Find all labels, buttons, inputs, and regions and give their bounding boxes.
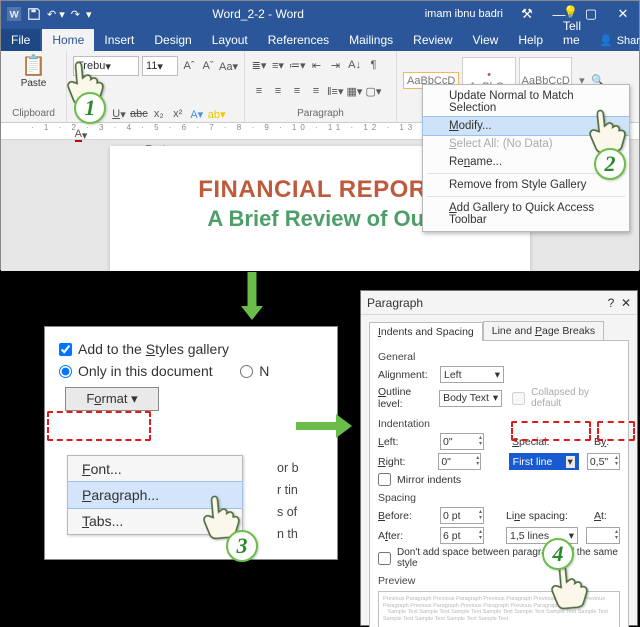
font-size-select[interactable]: 11 ▾ <box>142 56 178 76</box>
format-button[interactable]: Format ▾ <box>65 387 159 411</box>
add-to-gallery-checkbox[interactable]: Add to the Styles gallery <box>59 341 323 357</box>
outline-label: Outline level: <box>378 386 435 410</box>
after-spin[interactable]: 6 pt <box>440 527 484 544</box>
tab-tellme[interactable]: 💡 Tell me <box>553 1 591 51</box>
dialog-help-icon[interactable]: ? <box>608 296 615 310</box>
highlight-format <box>47 411 151 441</box>
section-general: General <box>378 351 620 363</box>
word-icon: W <box>7 7 21 21</box>
undo-icon[interactable]: ↶ ▾ <box>47 8 65 21</box>
special-label: Special: <box>512 436 556 448</box>
multilevel-icon[interactable]: ≔▾ <box>289 56 306 74</box>
group-clipboard: Clipboard <box>7 108 60 122</box>
before-label: Before: <box>378 510 436 522</box>
title-bar: W ↶ ▾ ↷ ▾ Word_2-2 - Word imam ibnu badr… <box>1 1 639 27</box>
callout-4: 4 <box>542 538 574 570</box>
by-label: By: <box>594 436 620 448</box>
save-icon[interactable] <box>27 7 41 21</box>
indent-left-label: Left: <box>378 436 436 448</box>
arrow-right <box>296 420 352 432</box>
alignment-select[interactable]: Left▾ <box>440 366 504 383</box>
tab-line-page-breaks[interactable]: Line and Page Breaks <box>483 321 604 340</box>
sort-icon[interactable]: A↓ <box>347 56 363 74</box>
align-left-icon[interactable]: ≡ <box>251 82 267 100</box>
cropped-text: or br tins ofn th <box>277 457 337 545</box>
user-name[interactable]: imam ibnu badri <box>425 8 503 20</box>
tab-design[interactable]: Design <box>144 29 201 51</box>
outline-select[interactable]: Body Text▾ <box>439 390 502 407</box>
share-button[interactable]: 👤 Share <box>591 30 640 51</box>
after-label: After: <box>378 530 436 542</box>
paste-button[interactable]: 📋 <box>21 53 46 78</box>
arrow-down <box>240 272 264 320</box>
callout-3: 3 <box>226 530 258 562</box>
window-title: Word_2-2 - Word <box>92 7 425 21</box>
svg-text:W: W <box>10 10 20 21</box>
line-spacing-label: Line spacing: <box>506 510 568 522</box>
highlight-icon[interactable]: ab▾ <box>208 105 226 123</box>
superscript-icon[interactable]: x² <box>170 105 186 123</box>
tab-home[interactable]: Home <box>42 29 94 51</box>
tab-review[interactable]: Review <box>403 29 462 51</box>
line-spacing-icon[interactable]: ‖≡▾ <box>327 82 343 100</box>
tab-view[interactable]: View <box>463 29 509 51</box>
paragraph-dialog: Paragraph ? ✕ Indents and Spacing Line a… <box>360 290 638 626</box>
numbering-icon[interactable]: ≡▾ <box>270 56 286 74</box>
menu-remove-gallery[interactable]: Remove from Style Gallery <box>423 176 629 194</box>
mirror-indents-checkbox[interactable]: Mirror indents <box>378 473 620 486</box>
by-spin[interactable]: 0,5" <box>587 453 620 470</box>
at-label: At: <box>594 510 620 522</box>
menu-add-qat[interactable]: Add Gallery to Quick Access Toolbar <box>423 199 629 229</box>
at-spin[interactable] <box>586 527 620 544</box>
only-this-document-radio[interactable]: Only in this document N <box>59 363 323 379</box>
group-paragraph: Paragraph <box>251 108 390 122</box>
close-icon[interactable]: ✕ <box>607 1 639 27</box>
format-menu-font[interactable]: Font... <box>68 456 242 482</box>
tab-help[interactable]: Help <box>508 29 553 51</box>
before-spin[interactable]: 0 pt <box>440 507 484 524</box>
change-case-icon[interactable]: Aa▾ <box>219 57 238 75</box>
bullets-icon[interactable]: ≣▾ <box>251 56 267 74</box>
modify-style-dialog-piece: Add to the Styles gallery Only in this d… <box>44 326 338 560</box>
paragraph-dialog-title: Paragraph <box>367 296 423 310</box>
window-settings-icon[interactable]: ⚒ <box>511 1 543 27</box>
redo-icon[interactable]: ↷ <box>71 8 80 21</box>
tab-file[interactable]: File <box>1 29 40 51</box>
callout-1: 1 <box>74 92 106 124</box>
show-marks-icon[interactable]: ¶ <box>366 56 382 74</box>
indent-left-spin[interactable]: 0" <box>440 433 484 450</box>
section-indentation: Indentation <box>378 418 620 430</box>
tab-layout[interactable]: Layout <box>202 29 258 51</box>
grow-font-icon[interactable]: Aˆ <box>181 57 197 75</box>
inc-indent-icon[interactable]: ⇥ <box>328 56 344 74</box>
callout-2: 2 <box>594 148 626 180</box>
paste-label: Paste <box>21 78 47 89</box>
align-center-icon[interactable]: ≡ <box>270 82 286 100</box>
subscript-icon[interactable]: x₂ <box>151 105 167 123</box>
shrink-font-icon[interactable]: Aˇ <box>200 57 216 75</box>
tab-references[interactable]: References <box>258 29 339 51</box>
underline-icon[interactable]: U▾ <box>111 105 127 123</box>
dialog-close-icon[interactable]: ✕ <box>621 296 631 310</box>
indent-right-spin[interactable]: 0" <box>438 453 481 470</box>
special-select[interactable]: First line▾ <box>509 453 579 470</box>
dec-indent-icon[interactable]: ⇤ <box>309 56 325 74</box>
section-spacing: Spacing <box>378 492 620 504</box>
collapsed-checkbox: Collapsed by default <box>512 387 620 409</box>
borders-icon[interactable]: ▢▾ <box>365 82 381 100</box>
alignment-label: Alignment: <box>378 369 436 381</box>
text-effects-icon[interactable]: A▾ <box>189 105 205 123</box>
strike-icon[interactable]: abc <box>130 105 148 123</box>
shading-icon[interactable]: ▦▾ <box>346 82 362 100</box>
tab-indents-spacing[interactable]: Indents and Spacing <box>369 322 483 341</box>
tab-mailings[interactable]: Mailings <box>339 29 403 51</box>
tab-insert[interactable]: Insert <box>94 29 144 51</box>
justify-icon[interactable]: ≡ <box>308 82 324 100</box>
indent-right-label: Right: <box>378 456 434 468</box>
ribbon-tabs: File Home Insert Design Layout Reference… <box>1 27 639 51</box>
align-right-icon[interactable]: ≡ <box>289 82 305 100</box>
